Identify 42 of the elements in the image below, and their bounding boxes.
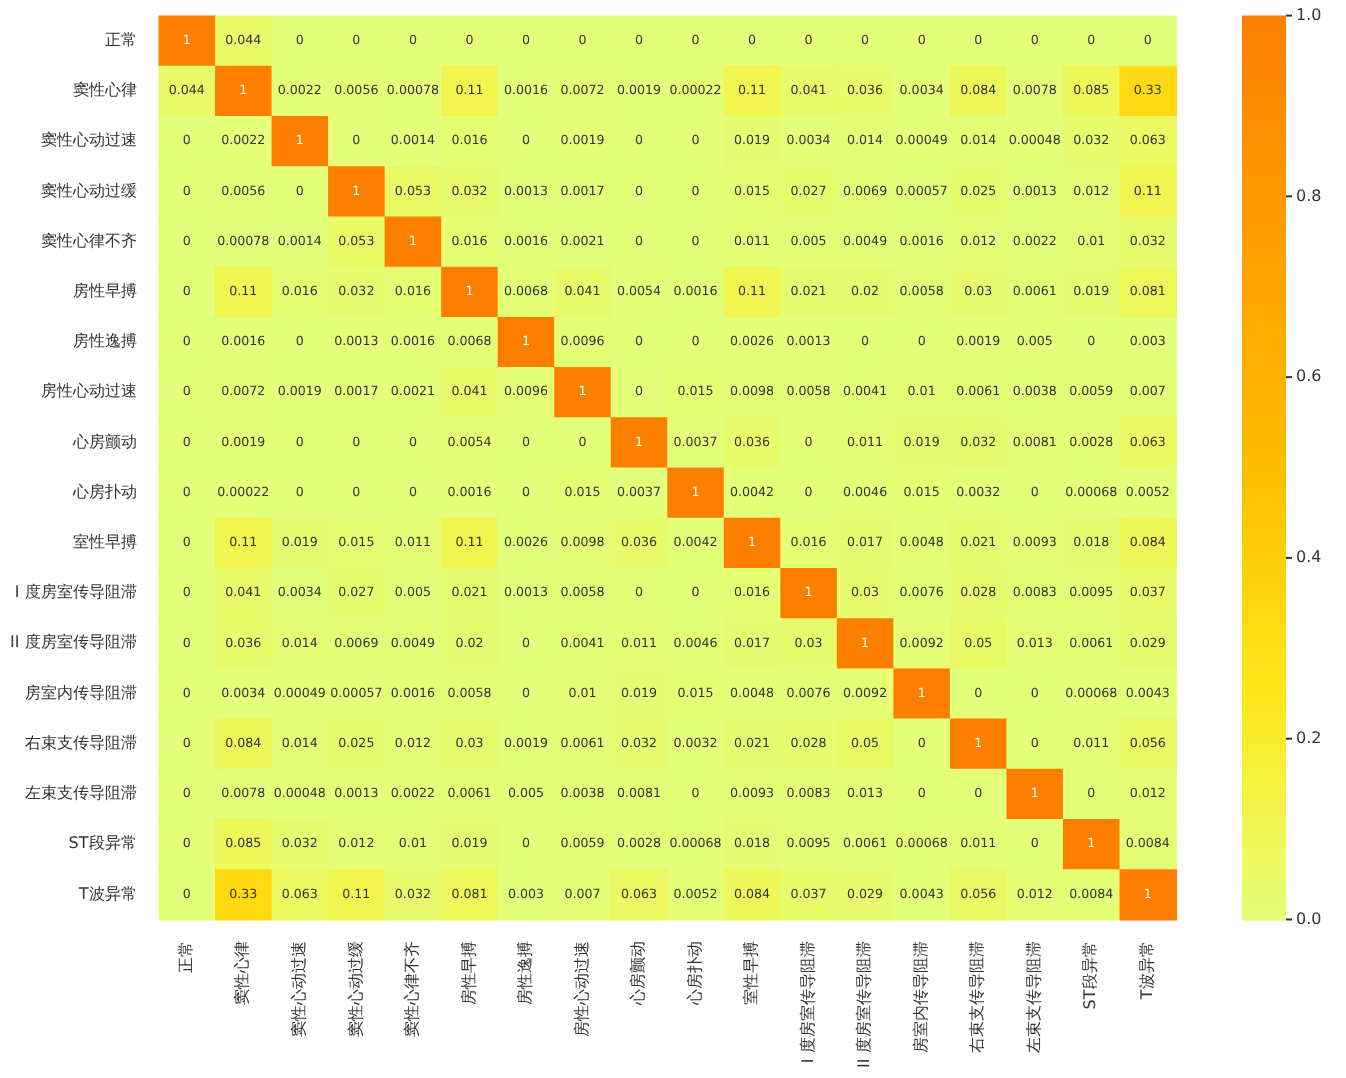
x-tick-label: 心房扑动 [685, 941, 704, 1008]
x-tick-label: 室性早搏 [742, 941, 761, 1006]
x-tick-label: 房性逸搏 [516, 941, 535, 1006]
y-tick-label: 心房扑动 [70, 482, 137, 501]
y-tick-label: II 度房室传导阻滞 [9, 633, 137, 652]
x-tick-label: 窦性心动过缓 [346, 941, 365, 1038]
y-tick-label: 窦性心律不齐 [40, 231, 137, 250]
y-tick-label: 窦性心动过缓 [40, 181, 137, 200]
x-tick-label: II 度房室传导阻滞 [855, 941, 874, 1069]
x-tick-label: 房性早搏 [459, 941, 478, 1006]
y-tick-label: ST段异常 [68, 834, 137, 853]
y-tick-label: 房性心动过速 [40, 382, 137, 401]
color-bar-label: 0.4 [1296, 548, 1322, 567]
y-tick-label: 正常 [104, 30, 137, 49]
y-tick-label: 室性早搏 [72, 533, 137, 552]
y-tick-label: 左束支传导阻滞 [24, 784, 137, 803]
x-tick-label: 正常 [176, 941, 195, 974]
x-tick-label: 房室内传导阻滞 [911, 941, 930, 1054]
x-tick-label: 左束支传导阻滞 [1024, 941, 1043, 1054]
y-tick-label: I 度房室传导阻滞 [14, 583, 137, 602]
y-tick-label: T波异常 [76, 884, 137, 903]
color-bar-label: 0.2 [1296, 728, 1322, 747]
y-tick-label: 心房颤动 [70, 432, 137, 451]
y-tick-label: 房室内传导阻滞 [24, 683, 137, 702]
x-tick-label: 心房颤动 [629, 941, 648, 1008]
x-tick-label: I 度房室传导阻滞 [798, 941, 817, 1064]
x-tick-label: 右束支传导阻滞 [968, 941, 987, 1054]
y-tick-label: 房性逸搏 [72, 332, 137, 351]
y-tick-label: 房性早搏 [72, 281, 137, 300]
y-tick-label: 窦性心动过速 [40, 131, 137, 150]
color-bar-label: 1.0 [1296, 5, 1322, 24]
x-tick-label: 窦性心律不齐 [403, 941, 422, 1038]
x-tick-label: 窦性心动过速 [290, 941, 308, 1038]
y-tick-label: 右束支传导阻滞 [24, 733, 137, 752]
color-bar-label: 0.6 [1296, 367, 1322, 386]
x-tick-label: T波异常 [1137, 941, 1156, 1002]
color-bar-label: 0.0 [1296, 909, 1322, 928]
x-tick-label: ST段异常 [1081, 941, 1100, 1010]
color-bar-label: 0.8 [1296, 186, 1322, 205]
x-tick-label: 房性心动过速 [572, 941, 591, 1038]
x-tick-label: 窦性心律 [233, 941, 252, 1006]
y-tick-label: 窦性心律 [72, 81, 137, 100]
